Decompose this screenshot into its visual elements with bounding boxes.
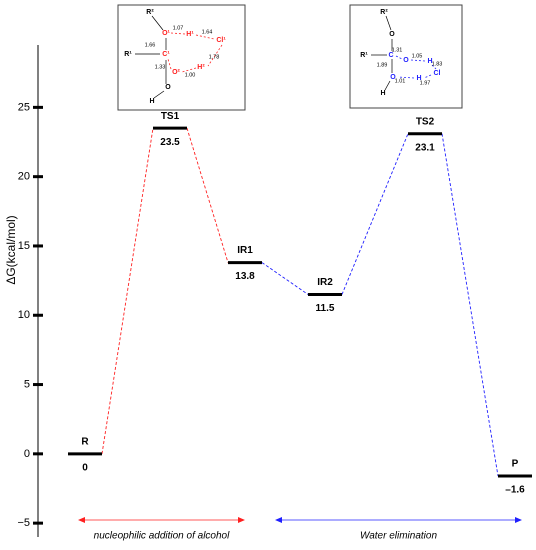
state-label: IR1: [237, 245, 253, 256]
annotation: nucleophilic addition of alcohol: [94, 531, 230, 542]
value-label: –1.6: [505, 485, 525, 496]
y-axis-label: ΔG(kcal/mol): [4, 215, 18, 284]
inset-label: 1.97: [420, 80, 431, 86]
inset-label: O: [389, 31, 395, 38]
y-tick-label: 5: [24, 378, 30, 390]
inset-label: H: [380, 90, 385, 97]
inset-label: Cl: [434, 70, 441, 77]
value-label: 23.1: [415, 142, 435, 153]
connector: [186, 128, 229, 263]
inset-label: 1.89: [377, 62, 388, 68]
state-label: R: [81, 436, 89, 447]
inset-dashed-bonds: [167, 32, 437, 79]
y-tick-label: 0: [24, 448, 30, 460]
inset-label: H¹: [186, 31, 194, 38]
inset-box: [117, 4, 246, 111]
connector: [441, 133, 499, 477]
connector: [261, 262, 309, 295]
inset-label: H: [416, 75, 421, 82]
inset-label: R¹: [360, 52, 368, 59]
connector: [101, 128, 154, 454]
inset-label: 1.01: [395, 78, 406, 84]
state-label: TS1: [161, 111, 180, 122]
state-label: TS2: [416, 116, 435, 127]
inset-label: H: [427, 58, 432, 65]
inset-label: 1.31: [392, 47, 403, 53]
state-label: IR2: [317, 277, 333, 288]
inset-label: H: [149, 98, 154, 105]
y-tick-label: 15: [18, 240, 30, 252]
inset-label: R²: [146, 9, 154, 16]
inset-label: 1.07: [173, 25, 184, 31]
inset-label: 1.64: [202, 29, 213, 35]
y-tick-label: 25: [18, 101, 30, 113]
inset-label: Cl¹: [216, 37, 226, 44]
inset-label: 1.83: [432, 61, 443, 67]
value-label: 13.8: [235, 271, 255, 282]
inset-label: O: [390, 74, 396, 81]
inset-label: 1.33: [155, 64, 166, 70]
connector: [341, 133, 409, 295]
value-label: 0: [82, 462, 88, 473]
y-tick-label: 20: [18, 171, 30, 183]
inset-label: R²: [380, 9, 388, 16]
inset-label: 1.05: [412, 53, 423, 59]
state-label: P: [512, 459, 519, 470]
inset-label: O¹: [162, 30, 170, 37]
inset-label: R¹: [124, 51, 132, 58]
value-label: 23.5: [160, 137, 180, 148]
inset-label: 1.66: [145, 42, 156, 48]
inset-label: H²: [197, 64, 205, 71]
inset-label: C: [388, 52, 393, 59]
y-tick-label: 10: [18, 309, 30, 321]
inset-label: 1.78: [209, 54, 220, 60]
inset-bonds: [135, 15, 393, 99]
annotation: Water elimination: [360, 531, 438, 542]
inset-label: 1.00: [185, 72, 196, 78]
inset-label: O: [165, 84, 171, 91]
inset-label: O²: [172, 69, 180, 76]
inset-label: O: [403, 57, 409, 64]
inset-label: C¹: [162, 51, 170, 58]
value-label: 11.5: [316, 303, 335, 314]
y-tick-label: −5: [17, 517, 30, 529]
inset-box: [349, 4, 463, 109]
